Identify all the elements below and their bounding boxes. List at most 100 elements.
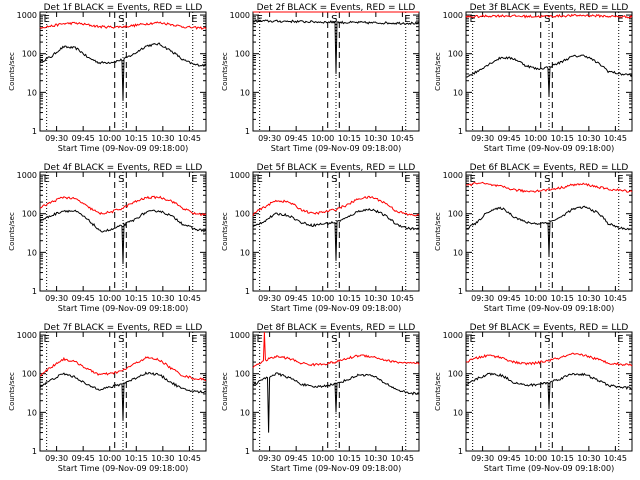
x-tick-label: 09:30	[471, 294, 494, 303]
x-tick-label: 09:45	[285, 294, 308, 303]
x-tick-label: 09:30	[471, 134, 494, 143]
marker-label-e: E	[404, 14, 410, 25]
panel-1: Det 1f BLACK = Events, RED = LLD 1 10 100 10…	[8, 3, 207, 153]
y-axis-label: Counts/sec	[221, 372, 229, 411]
marker-label-e: E	[43, 14, 49, 25]
panel-2: Det 2f BLACK = Events, RED = LLD 1 10 100 10…	[221, 3, 420, 153]
y-tick-label: 10	[27, 88, 37, 97]
x-tick-label: 10:15	[551, 294, 574, 303]
x-tick-label: 10:45	[604, 294, 627, 303]
x-tick-label: 10:00	[311, 134, 334, 143]
x-tick-label: 09:45	[285, 134, 308, 143]
y-tick-label: 1	[32, 447, 37, 456]
y-axis-label: Counts/sec	[434, 372, 442, 411]
series-line-lld	[39, 356, 207, 382]
x-tick-label: 10:00	[98, 294, 121, 303]
y-tick-label: 100	[235, 370, 250, 379]
series-line-lld	[252, 331, 420, 369]
x-tick-label: 09:30	[471, 454, 494, 463]
y-tick-label: 10	[27, 248, 37, 257]
y-tick-label: 10	[240, 248, 250, 257]
y-axis-label: Counts/sec	[8, 52, 16, 91]
series-line-events	[39, 209, 207, 265]
series-line-lld	[39, 195, 207, 216]
x-tick-label: 10:45	[178, 454, 201, 463]
x-axis-label: Start Time (09-Nov-09 09:18:00)	[484, 464, 614, 473]
plot-frame	[465, 171, 633, 292]
marker-label-e: E	[404, 174, 410, 185]
marker-label-e: E	[617, 334, 623, 345]
x-tick-label: 10:15	[125, 294, 148, 303]
x-tick-label: 10:45	[604, 134, 627, 143]
x-axis-label: Start Time (09-Nov-09 09:18:00)	[484, 144, 614, 153]
y-tick-label: 100	[235, 50, 250, 59]
y-tick-label: 10	[453, 408, 463, 417]
marker-label-s: S	[544, 14, 550, 25]
x-tick-label: 09:45	[72, 454, 95, 463]
panel-9: Det 9f BLACK = Events, RED = LLD 1 10 100 10…	[434, 323, 633, 473]
x-tick-label: 10:15	[551, 454, 574, 463]
y-tick-label: 1000	[230, 331, 250, 340]
x-axis-label: Start Time (09-Nov-09 09:18:00)	[271, 144, 401, 153]
y-tick-label: 1	[245, 127, 250, 136]
marker-label-e: E	[617, 14, 623, 25]
marker-label-e: E	[43, 174, 49, 185]
panel-title: Det 9f BLACK = Events, RED = LLD	[470, 323, 629, 333]
series-line-events	[465, 205, 633, 257]
y-axis-label: Counts/sec	[434, 52, 442, 91]
series-line-lld	[252, 195, 420, 217]
marker-label-e: E	[469, 14, 475, 25]
x-tick-label: 10:30	[577, 294, 600, 303]
x-tick-label: 10:15	[338, 454, 361, 463]
x-tick-label: 09:30	[45, 134, 68, 143]
x-tick-label: 09:30	[45, 454, 68, 463]
marker-label-e: E	[469, 174, 475, 185]
marker-label-e: E	[43, 334, 49, 345]
y-tick-label: 1000	[17, 171, 37, 180]
panel-title: Det 3f BLACK = Events, RED = LLD	[470, 3, 629, 13]
x-axis-label: Start Time (09-Nov-09 09:18:00)	[58, 304, 188, 313]
x-tick-label: 09:45	[72, 134, 95, 143]
marker-label-e: E	[191, 334, 197, 345]
marker-label-s: S	[331, 14, 337, 25]
x-tick-label: 10:30	[577, 454, 600, 463]
panel-title: Det 6f BLACK = Events, RED = LLD	[470, 163, 629, 173]
x-tick-label: 09:45	[498, 134, 521, 143]
x-tick-label: 10:00	[524, 134, 547, 143]
x-tick-label: 10:30	[151, 454, 174, 463]
y-axis-label: Counts/sec	[221, 52, 229, 91]
series-line-lld	[465, 352, 633, 367]
marker-label-e: E	[404, 334, 410, 345]
panel-3: Det 3f BLACK = Events, RED = LLD 1 10 100 10…	[434, 3, 633, 153]
plot-frame	[465, 331, 633, 452]
panel-5: Det 5f BLACK = Events, RED = LLD 1 10 100 10…	[221, 163, 420, 313]
marker-label-s: S	[331, 174, 337, 185]
x-tick-label: 09:30	[258, 454, 281, 463]
y-tick-label: 100	[235, 210, 250, 219]
plot-frame	[39, 331, 207, 452]
x-tick-label: 10:30	[577, 134, 600, 143]
x-axis-label: Start Time (09-Nov-09 09:18:00)	[58, 144, 188, 153]
x-tick-label: 10:00	[98, 134, 121, 143]
y-tick-label: 100	[448, 50, 463, 59]
series-line-events	[465, 372, 633, 410]
marker-label-s: S	[118, 14, 124, 25]
marker-label-e: E	[191, 174, 197, 185]
x-axis-label: Start Time (09-Nov-09 09:18:00)	[58, 464, 188, 473]
panel-title: Det 2f BLACK = Events, RED = LLD	[257, 3, 416, 13]
panel-title: Det 5f BLACK = Events, RED = LLD	[257, 163, 416, 173]
y-tick-label: 1	[458, 287, 463, 296]
y-tick-label: 1	[458, 127, 463, 136]
x-tick-label: 10:45	[178, 294, 201, 303]
marker-label-e: E	[191, 14, 197, 25]
panel-8: Det 8f BLACK = Events, RED = LLD 1 10 100 10…	[221, 323, 420, 473]
x-tick-label: 10:45	[391, 294, 414, 303]
plot-frame	[252, 171, 420, 292]
y-tick-label: 10	[27, 408, 37, 417]
x-axis-label: Start Time (09-Nov-09 09:18:00)	[484, 304, 614, 313]
x-tick-label: 10:30	[364, 294, 387, 303]
plot-frame	[252, 331, 420, 452]
series-line-lld	[466, 181, 633, 193]
y-tick-label: 1	[245, 287, 250, 296]
